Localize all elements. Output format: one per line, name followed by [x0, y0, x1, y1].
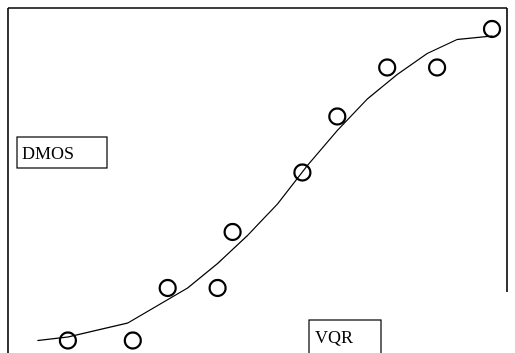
data-point-1 [58, 331, 78, 350]
data-point-7 [328, 107, 347, 126]
data-point-5 [223, 222, 242, 242]
data-point-2 [123, 331, 142, 350]
ylabel-box [16, 136, 108, 169]
data-point-4 [208, 278, 227, 298]
data-point-8 [378, 58, 397, 77]
fitted-curve [37, 35, 493, 342]
data-point-6 [293, 163, 312, 182]
data-point-10 [482, 19, 502, 39]
data-point-9 [428, 58, 447, 77]
data-markers [58, 19, 502, 350]
data-point-3 [158, 278, 177, 298]
xlabel-box [308, 319, 382, 353]
ylabel: DMOS [22, 143, 74, 163]
xlabel: VQR [315, 327, 353, 347]
